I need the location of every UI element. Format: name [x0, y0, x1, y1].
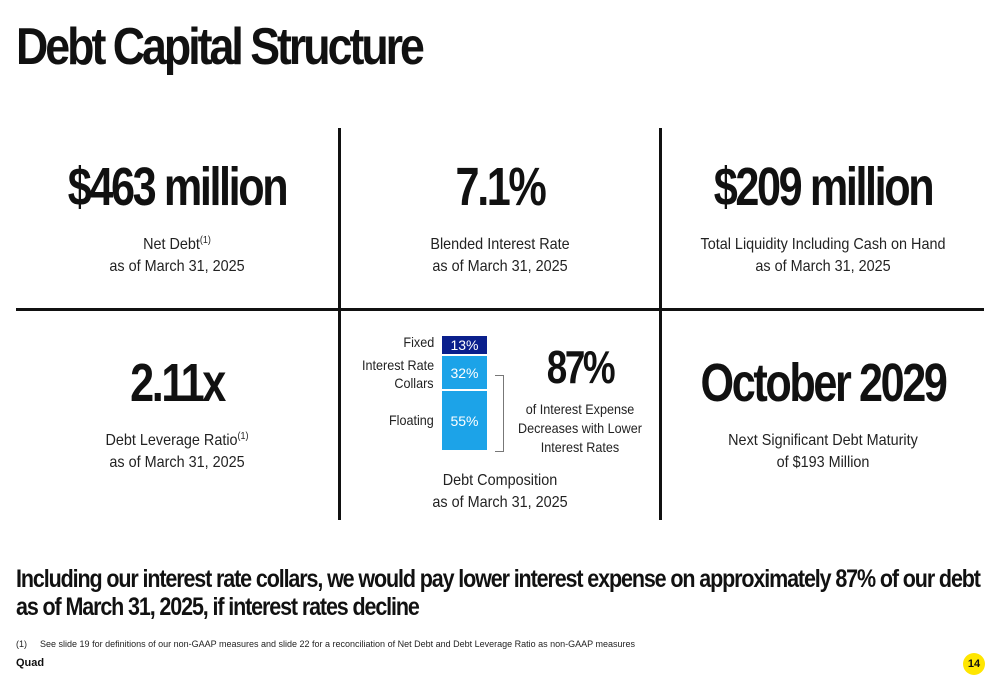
net-debt-date: as of March 31, 2025: [109, 258, 245, 275]
net-debt-value: $463 million: [67, 157, 289, 217]
maturity-date: of $193 Million: [776, 454, 870, 471]
metric-interest-rate: 7.1% Blended Interest Rate as of March 3…: [341, 160, 659, 278]
grid-divider-horizontal: [16, 308, 984, 311]
interest-rate-date: as of March 31, 2025: [432, 258, 568, 275]
composition-highlight-line3: Interest Rates: [540, 439, 620, 455]
footnote-ref: (1): [237, 431, 249, 442]
page-title: Debt Capital Structure: [16, 18, 425, 76]
leverage-date: as of March 31, 2025: [109, 454, 245, 471]
page-number-badge: 14: [963, 653, 985, 675]
summary-line-2: as of March 31, 2025, if interest rates …: [16, 593, 420, 621]
net-debt-label: Net Debt(1): [143, 235, 211, 254]
footnote-text: See slide 19 for definitions of our non-…: [40, 639, 636, 649]
footnote-marker: (1): [16, 639, 27, 649]
footnote: (1) See slide 19 for definitions of our …: [16, 639, 635, 649]
composition-highlight-line2: Decreases with Lower: [518, 420, 642, 436]
composition-highlight: 87% of Interest Expense Decreases with L…: [510, 344, 650, 457]
grid-divider-vertical-left: [338, 128, 341, 520]
composition-highlight-value: 87%: [546, 341, 616, 393]
maturity-value: October 2029: [700, 353, 948, 413]
liquidity-label: Total Liquidity Including Cash on Hand: [700, 236, 946, 253]
summary-statement: Including our interest rate collars, we …: [16, 565, 981, 621]
interest-rate-label: Blended Interest Rate: [430, 236, 570, 253]
metric-leverage: 2.11x Debt Leverage Ratio(1) as of March…: [16, 356, 338, 474]
summary-line-1: Including our interest rate collars, we …: [16, 565, 981, 593]
bar-segment-floating: 55%: [442, 391, 487, 450]
maturity-label: Next Significant Debt Maturity: [728, 432, 918, 449]
composition-highlight-line1: of Interest Expense: [525, 401, 635, 417]
grid-divider-vertical-right: [659, 128, 662, 520]
segment-label-fixed: Fixed: [403, 334, 434, 350]
brand-logo: Quad: [16, 657, 45, 669]
footnote-ref: (1): [199, 235, 211, 246]
metric-liquidity: $209 million Total Liquidity Including C…: [662, 160, 984, 278]
liquidity-date: as of March 31, 2025: [755, 258, 891, 275]
metric-maturity: October 2029 Next Significant Debt Matur…: [662, 356, 984, 474]
segment-label-collars-line1: Interest Rate: [361, 357, 434, 373]
segment-label-floating: Floating: [389, 412, 434, 428]
liquidity-value: $209 million: [713, 157, 935, 217]
leverage-label: Debt Leverage Ratio(1): [105, 431, 249, 450]
leverage-value: 2.11x: [130, 353, 226, 413]
interest-rate-value: 7.1%: [455, 157, 547, 217]
bar-segment-fixed: 13%: [442, 336, 487, 354]
segment-label-collars-line2: Collars: [394, 375, 434, 391]
bar-segment-collars: 32%: [442, 356, 487, 389]
composition-caption-title: Debt Composition: [442, 472, 558, 489]
composition-caption: Debt Composition as of March 31, 2025: [341, 470, 659, 514]
metric-net-debt: $463 million Net Debt(1) as of March 31,…: [16, 160, 338, 278]
bracket: [495, 375, 504, 452]
composition-caption-date: as of March 31, 2025: [432, 494, 568, 511]
